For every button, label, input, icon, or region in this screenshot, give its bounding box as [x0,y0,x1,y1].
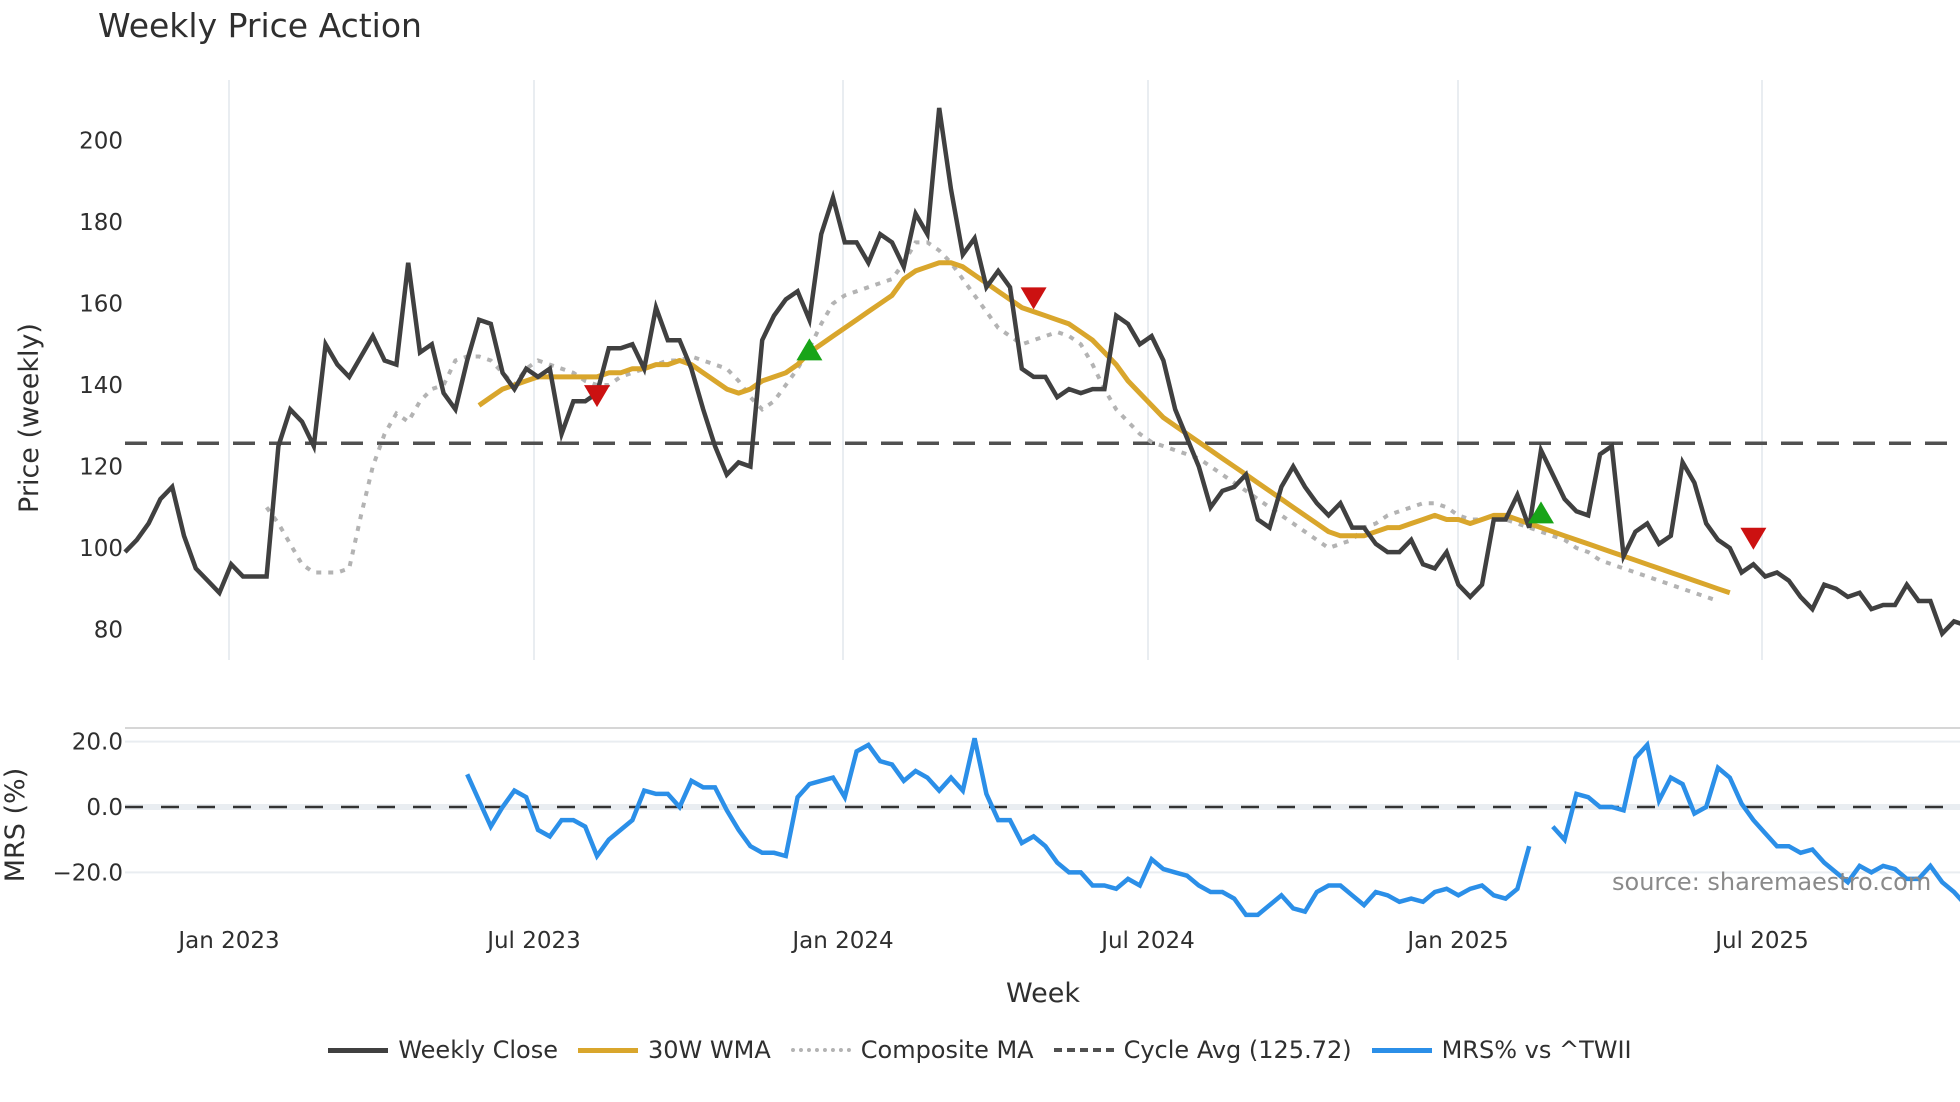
legend-swatch-icon [1053,1048,1114,1052]
x-tick: Jul 2025 [1713,928,1809,954]
x-tick: Jan 2023 [176,928,279,954]
legend-label: Weekly Close [398,1036,558,1064]
wma-line [477,260,1731,596]
mrs-y-axis: 20.0 0.0 −20.0 [53,730,123,887]
price-tick: 100 [79,536,123,562]
legend-label: Cycle Avg (125.72) [1123,1036,1352,1064]
price-axis-label: Price (weekly) [14,323,45,513]
legend-swatch-icon [1371,1047,1432,1053]
composite-ma-line [264,240,1719,603]
legend-item-cycle[interactable]: Cycle Avg (125.72) [1053,1036,1352,1064]
legend-label: Composite MA [860,1036,1034,1064]
signal-markers [584,287,1767,550]
weekly-close-line [123,107,1960,638]
legend-item-wma[interactable]: 30W WMA [577,1036,771,1064]
x-tick: Jul 2024 [1099,928,1195,954]
price-tick: 200 [79,129,123,155]
chart-legend: Weekly Close 30W WMA Composite MA Cycle Avg… [0,1036,1960,1064]
price-tick: 120 [79,455,123,481]
price-tick: 160 [79,292,123,318]
legend-label: 30W WMA [647,1036,771,1064]
price-tick: 80 [94,618,123,644]
legend-item-mrs[interactable]: MRS% vs ^TWII [1371,1036,1632,1064]
source-watermark: source: sharemaestro.com [1612,868,1931,896]
legend-item-composite[interactable]: Composite MA [790,1036,1034,1064]
x-tick: Jan 2024 [790,928,893,954]
mrs-axis-label: MRS (%) [0,768,31,883]
sell-signal-triangle-down-icon [1740,527,1767,550]
price-tick: 180 [79,210,123,236]
price-tick: 140 [79,373,123,399]
series-layer [123,107,1960,918]
chart-title: Weekly Price Action [98,6,422,45]
x-axis: Jan 2023 Jul 2023 Jan 2024 Jul 2024 Jan 2025… [176,928,1808,954]
x-axis-label: Week [1006,978,1080,1009]
legend-swatch-icon [328,1047,389,1053]
mrs-tick: −20.0 [53,860,123,886]
grid-lines [125,80,1960,874]
legend-swatch-icon [577,1047,638,1053]
buy-signal-triangle-up-icon [1528,501,1554,524]
buy-signal-triangle-up-icon [796,338,823,361]
x-tick: Jan 2025 [1405,928,1508,954]
x-tick: Jul 2023 [485,928,581,954]
mrs-tick: 20.0 [72,730,123,756]
legend-item-close[interactable]: Weekly Close [328,1036,558,1064]
legend-label: MRS% vs ^TWII [1441,1036,1632,1064]
sell-signal-triangle-down-icon [584,385,610,408]
mrs-line [465,737,1960,918]
price-y-axis: 200 180 160 140 120 100 80 [79,129,123,644]
legend-swatch-icon [790,1048,851,1052]
mrs-tick: 0.0 [86,795,123,821]
sell-signal-triangle-down-icon [1020,287,1047,310]
